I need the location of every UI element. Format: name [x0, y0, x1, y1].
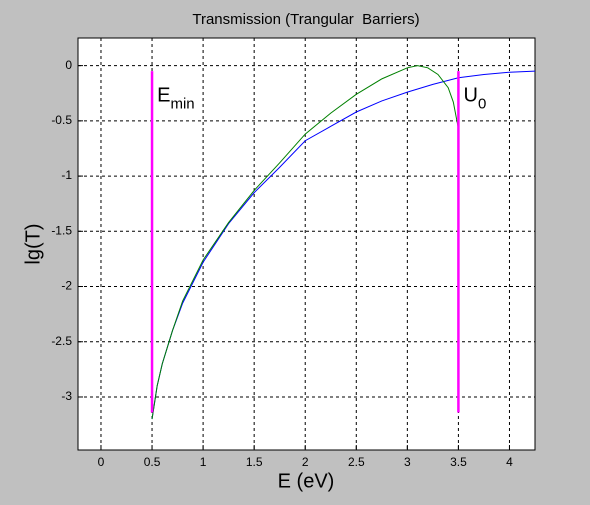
annotation: Emin — [157, 85, 195, 113]
x-tick-label: 3 — [404, 455, 411, 469]
y-tick-label: -3 — [61, 389, 72, 403]
x-tick-label: 0.5 — [144, 455, 161, 469]
y-tick-label: -1 — [61, 168, 72, 182]
x-tick-label: 1.5 — [246, 455, 263, 469]
annotation-subscript: 0 — [478, 96, 486, 113]
annotation-text: E — [157, 85, 170, 107]
annotation-subscript: min — [170, 96, 194, 113]
x-tick-label: 1 — [200, 455, 207, 469]
x-tick-label: 0 — [98, 455, 105, 469]
y-tick-label: -2.5 — [51, 334, 72, 348]
x-tick-label: 2 — [302, 455, 309, 469]
x-axis-label: E (eV) — [278, 470, 335, 492]
annotation-text: U — [464, 85, 478, 107]
x-tick-label: 2.5 — [348, 455, 365, 469]
x-tick-label: 4 — [506, 455, 513, 469]
y-tick-label: -2 — [61, 279, 72, 293]
x-tick-label: 3.5 — [450, 455, 467, 469]
annotation: U0 — [464, 85, 487, 113]
y-tick-label: -0.5 — [51, 113, 72, 127]
chart-title: Transmission (Trangular Barriers) — [192, 11, 419, 28]
y-axis-label: lg(T) — [22, 223, 44, 264]
y-tick-label: 0 — [65, 58, 72, 72]
axes-box — [77, 37, 536, 451]
series-line — [151, 65, 459, 420]
y-tick-label: -1.5 — [51, 223, 72, 237]
